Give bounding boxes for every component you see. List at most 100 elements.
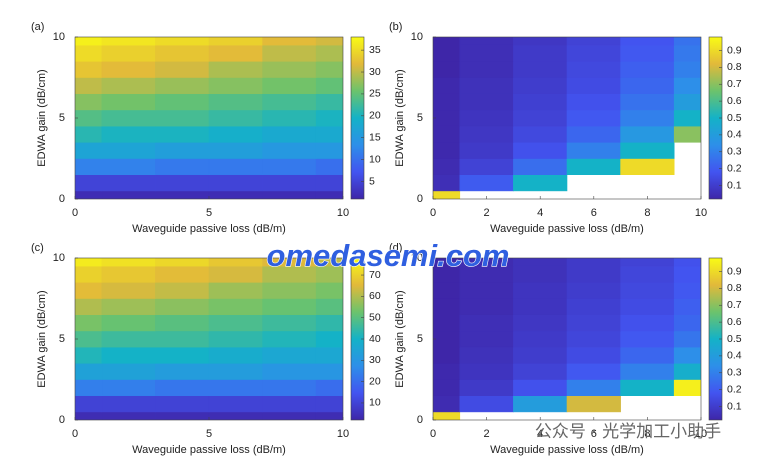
heatmap-cell xyxy=(433,109,461,127)
y-axis-label: EDWA gain (dB/cm) xyxy=(36,290,48,387)
colorbar-tick-label: 20 xyxy=(369,110,381,122)
watermark: 公众号 · 光学加工小助手 xyxy=(535,422,721,442)
heatmap-cell xyxy=(566,265,621,283)
y-tick-label: 0 xyxy=(417,414,423,426)
heatmap-cell xyxy=(566,158,621,176)
heatmap-cell xyxy=(459,37,514,46)
heatmap-cells xyxy=(433,258,701,420)
heatmap-cell xyxy=(620,298,675,316)
heatmap-cell xyxy=(673,77,701,95)
x-tick-label: 8 xyxy=(644,207,650,219)
heatmap-cell xyxy=(673,60,701,78)
panel: 0 5 10 0 5 10 Waveguide passive loss (dB/m) EDW… xyxy=(31,21,381,235)
heatmap-cell xyxy=(208,395,263,413)
heatmap-cell xyxy=(513,77,568,95)
heatmap-cell xyxy=(208,158,263,176)
x-tick-label: 4 xyxy=(537,428,543,440)
x-tick-label: 6 xyxy=(591,428,597,440)
heatmap-cell xyxy=(155,109,210,127)
x-tick-label: 10 xyxy=(695,428,707,440)
heatmap-cell xyxy=(566,37,621,46)
y-tick-label: 5 xyxy=(59,112,65,124)
heatmap-cell xyxy=(208,93,263,111)
panel-label: (d) xyxy=(389,242,402,254)
heatmap-cell xyxy=(155,37,210,46)
heatmap-cell xyxy=(433,44,461,62)
heatmap-cell xyxy=(566,60,621,78)
heatmap-cell xyxy=(75,298,103,316)
x-tick-label: 10 xyxy=(337,428,349,440)
colorbar-tick-label: 10 xyxy=(369,153,381,165)
heatmap-cell xyxy=(262,77,317,95)
panel: 0 2 4 6 8 10 0 5 10 Waveguide passive loss (dB/m)… xyxy=(389,242,742,456)
heatmap-cell xyxy=(155,379,210,397)
heatmap-cell xyxy=(315,379,343,397)
panel-label: (b) xyxy=(389,21,402,33)
x-tick-label: 4 xyxy=(537,207,543,219)
heatmap-cell xyxy=(433,411,461,420)
heatmap-cell xyxy=(155,265,210,283)
heatmap-cell xyxy=(459,330,514,348)
heatmap-cell xyxy=(566,395,621,413)
heatmap-cell xyxy=(262,379,317,397)
heatmap-cells xyxy=(75,258,343,420)
heatmap-cell xyxy=(262,362,317,380)
colorbar-tick-label: 50 xyxy=(369,311,381,323)
heatmap-cell xyxy=(101,362,156,380)
heatmap-cell xyxy=(262,60,317,78)
colorbar-tick-label: 35 xyxy=(369,44,381,56)
heatmap-cell xyxy=(433,60,461,78)
colorbar xyxy=(350,36,365,200)
heatmap-cell xyxy=(566,77,621,95)
heatmap-cell xyxy=(566,125,621,143)
heatmap-cell xyxy=(101,379,156,397)
y-tick-label: 10 xyxy=(53,252,65,264)
heatmap-cell xyxy=(262,109,317,127)
heatmap-cell xyxy=(620,125,675,143)
heatmap-cell xyxy=(513,265,568,283)
y-tick-label: 0 xyxy=(59,414,65,426)
heatmap-cell xyxy=(620,77,675,95)
heatmap-cell xyxy=(75,346,103,364)
heatmap-cell xyxy=(75,77,103,95)
heatmap-cell xyxy=(620,330,675,348)
heatmap-cell xyxy=(75,60,103,78)
heatmap-cell xyxy=(513,93,568,111)
y-tick-label: 5 xyxy=(417,333,423,345)
y-tick-label: 5 xyxy=(417,112,423,124)
colorbar-tick-label: 25 xyxy=(369,88,381,100)
heatmap-cell xyxy=(208,330,263,348)
heatmap-cell xyxy=(620,314,675,332)
heatmap-cell xyxy=(208,60,263,78)
heatmap-cell xyxy=(433,346,461,364)
heatmap-cell xyxy=(75,265,103,283)
heatmap-cell xyxy=(75,362,103,380)
heatmap-cells xyxy=(433,37,701,199)
heatmap-cell xyxy=(155,362,210,380)
heatmap-cell xyxy=(513,60,568,78)
heatmap-cell xyxy=(75,379,103,397)
heatmap-cell xyxy=(208,174,263,192)
heatmap-cell xyxy=(262,395,317,413)
heatmap-cell xyxy=(315,411,343,420)
heatmap-cell xyxy=(673,109,701,127)
heatmap-cell xyxy=(155,158,210,176)
heatmap-cell xyxy=(75,258,103,267)
x-tick-label: 0 xyxy=(430,207,436,219)
heatmap-cells xyxy=(75,37,343,199)
heatmap-cell xyxy=(262,125,317,143)
colorbar-tick-label: 0.4 xyxy=(727,350,742,362)
x-tick-label: 0 xyxy=(430,428,436,440)
colorbar-tick-label: 60 xyxy=(369,290,381,302)
colorbar-tick-label: 0.5 xyxy=(727,333,742,345)
heatmap-cell xyxy=(208,411,263,420)
heatmap-cell xyxy=(566,379,621,397)
y-tick-label: 10 xyxy=(411,31,423,43)
heatmap-cell xyxy=(566,258,621,267)
heatmap-cell xyxy=(513,298,568,316)
heatmap-cell xyxy=(620,93,675,111)
colorbar-tick-label: 0.3 xyxy=(727,367,742,379)
heatmap-cell xyxy=(155,281,210,299)
heatmap-cell xyxy=(513,37,568,46)
heatmap-cell xyxy=(620,362,675,380)
